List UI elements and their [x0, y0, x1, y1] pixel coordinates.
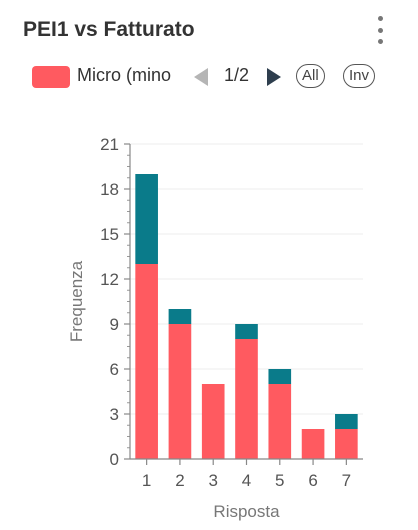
legend-swatch-series-1[interactable]: [32, 66, 70, 88]
y-axis-title: Frequenza: [67, 260, 86, 342]
y-tick-label: 6: [110, 360, 119, 379]
bar-series-2-4: [235, 324, 258, 339]
bar-series-2-7: [335, 414, 358, 429]
bar-series-1-3: [201, 384, 225, 459]
bars: [135, 174, 358, 459]
legend-label-series-1[interactable]: Micro (mino: [77, 65, 172, 85]
y-tick-label: 12: [100, 270, 119, 289]
x-tick-label: 2: [175, 471, 184, 490]
x-axis-title: Risposta: [213, 502, 280, 521]
bar-series-1-1: [135, 264, 158, 459]
menu-dot: [377, 27, 383, 33]
bar-series-2-1: [135, 174, 158, 264]
bar-series-1-7: [335, 429, 358, 459]
x-tick-label: 1: [142, 471, 151, 490]
bar-series-1-5: [268, 384, 292, 459]
y-tick-label: 0: [110, 450, 119, 469]
y-tick-label: 9: [110, 315, 119, 334]
y-tick-label: 15: [100, 225, 119, 244]
chart-title: PEI1 vs Fatturato: [23, 18, 195, 41]
y-tick-label: 18: [100, 180, 119, 199]
bar-series-1-4: [235, 339, 258, 459]
y-tick-label: 3: [110, 405, 119, 424]
legend: Micro (mino 1/2 All Inv: [0, 60, 418, 94]
bar-series-1-2: [168, 324, 192, 459]
bar-series-2-2: [168, 309, 192, 324]
chart-header: PEI1 vs Fatturato: [0, 0, 418, 60]
invert-selection-button[interactable]: Inv: [343, 64, 376, 88]
y-tick-label: 21: [100, 135, 119, 154]
triangle-left-icon[interactable]: [193, 67, 209, 87]
triangle-right-icon[interactable]: [266, 67, 282, 87]
bar-series-2-5: [268, 369, 292, 384]
bar-series-1-6: [301, 429, 325, 459]
x-tick-label: 3: [208, 471, 217, 490]
x-tick-label: 4: [242, 471, 251, 490]
menu-dot: [377, 16, 383, 21]
kebab-menu-icon[interactable]: [370, 16, 390, 44]
legend-page-indicator: 1/2: [224, 65, 250, 85]
x-tick-label: 6: [308, 471, 317, 490]
x-tick-label: 7: [342, 471, 351, 490]
select-all-button[interactable]: All: [296, 64, 325, 88]
menu-dot: [377, 39, 383, 44]
x-tick-label: 5: [275, 471, 284, 490]
